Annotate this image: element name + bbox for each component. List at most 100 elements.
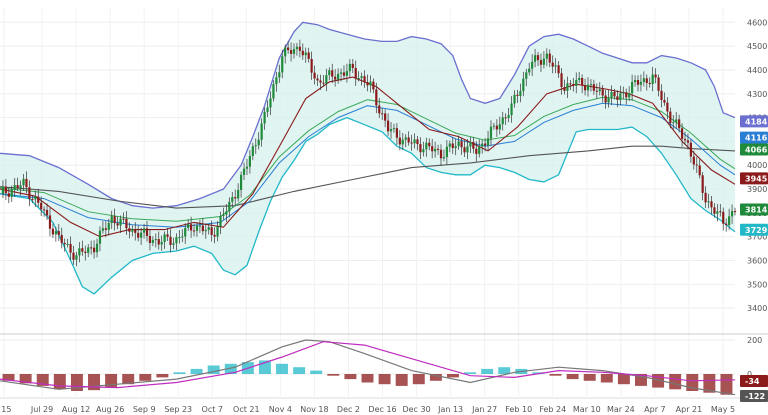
candle-body: [510, 103, 513, 116]
x-tick-label: Feb 10: [505, 405, 532, 414]
candle-body: [272, 84, 275, 99]
y-tick-label: 4400: [747, 66, 767, 75]
candle-body: [34, 196, 37, 200]
candle-body: [160, 241, 163, 245]
macd-histogram-bar: [498, 367, 511, 374]
price-badge: 3729: [745, 226, 768, 235]
y-tick-label: 3900: [747, 185, 767, 194]
candle-body: [301, 50, 304, 56]
candle-body: [148, 235, 152, 243]
candle-body: [560, 73, 563, 88]
candle-body: [463, 147, 466, 153]
candle-body: [257, 139, 260, 146]
candle-body: [225, 211, 228, 215]
candle-body: [45, 210, 49, 216]
x-tick-label: Mar 24: [607, 405, 635, 414]
candle-body: [384, 113, 387, 121]
candle-body: [140, 232, 143, 238]
candle-body: [328, 70, 331, 76]
price-badge-box: [740, 131, 768, 144]
macd-histogram-bar: [446, 374, 459, 378]
candle-body: [198, 225, 202, 227]
candle-body: [581, 78, 584, 86]
candle-body: [728, 216, 731, 226]
price-badge: 4116: [745, 134, 768, 143]
candle-body: [498, 124, 501, 130]
candle-body: [354, 68, 357, 79]
candle-body: [331, 70, 334, 77]
price-badge: 3814: [745, 206, 768, 215]
candle-body: [425, 142, 428, 150]
candle-body: [680, 128, 684, 139]
candle-body: [292, 49, 296, 54]
candle-body: [733, 211, 737, 213]
candle-body: [78, 248, 81, 256]
candle-body: [642, 78, 645, 82]
candle-body: [195, 225, 199, 231]
candle-body: [222, 214, 225, 217]
candle-body: [404, 137, 407, 140]
candle-body: [525, 72, 528, 79]
candle-body: [122, 218, 125, 220]
x-tick-label: Sep 9: [133, 405, 156, 414]
candle-body: [372, 81, 375, 90]
candle-body: [263, 111, 266, 124]
candle-body: [669, 111, 672, 124]
candle-body: [84, 251, 87, 253]
candle-body: [683, 138, 687, 141]
macd-histogram-bar: [378, 374, 391, 385]
candle-body: [422, 149, 425, 153]
candle-body: [563, 87, 566, 91]
candle-body: [145, 228, 149, 236]
candle-body: [72, 252, 75, 260]
candle-body: [442, 157, 446, 159]
candle-body: [566, 83, 569, 91]
macd-histogram-bar: [344, 374, 357, 380]
candle-body: [322, 82, 325, 84]
candle-body: [575, 80, 578, 86]
candle-body: [586, 84, 590, 91]
macd-histogram-bar: [720, 374, 733, 395]
candle-body: [22, 178, 25, 186]
macd-histogram-bar: [190, 368, 203, 374]
candle-body: [695, 164, 698, 166]
macd-histogram-bar: [2, 374, 15, 381]
candle-body: [289, 50, 293, 54]
macd-histogram-bar: [105, 374, 118, 388]
x-tick-label: Nov 4: [269, 405, 292, 414]
candle-body: [548, 53, 551, 63]
candle-body: [107, 223, 110, 230]
candle-body: [207, 227, 210, 230]
candle-body: [345, 71, 349, 76]
candle-body: [551, 62, 554, 67]
ema-green-line: [0, 96, 736, 222]
candle-body: [104, 228, 107, 230]
candle-body: [216, 226, 219, 237]
candle-body: [639, 81, 643, 85]
candle-body: [666, 102, 669, 112]
candle-body: [254, 145, 257, 147]
x-tick-label: Aug 12: [62, 405, 90, 414]
candle-body: [710, 201, 713, 208]
x-tick-label: Apr 21: [676, 405, 703, 414]
candle-body: [54, 231, 57, 235]
macd-histogram-bar: [156, 374, 169, 378]
candle-body: [472, 141, 475, 149]
candle-body: [19, 185, 22, 188]
y-tick-label: 3600: [747, 257, 767, 266]
x-tick-label: Jul 29: [30, 405, 53, 414]
candle-body: [533, 55, 537, 62]
candle-body: [25, 178, 28, 188]
candle-body: [154, 239, 157, 241]
candle-body: [478, 146, 481, 154]
candle-body: [481, 143, 484, 147]
macd-histogram-bar: [122, 374, 135, 385]
macd-histogram-bar: [224, 363, 237, 374]
candle-body: [698, 165, 701, 176]
candle-body: [483, 143, 487, 146]
candle-body: [134, 229, 137, 233]
candle-body: [542, 58, 546, 65]
x-tick-label: May 5: [711, 405, 735, 414]
candle-body: [707, 201, 710, 203]
candle-body: [151, 239, 154, 243]
